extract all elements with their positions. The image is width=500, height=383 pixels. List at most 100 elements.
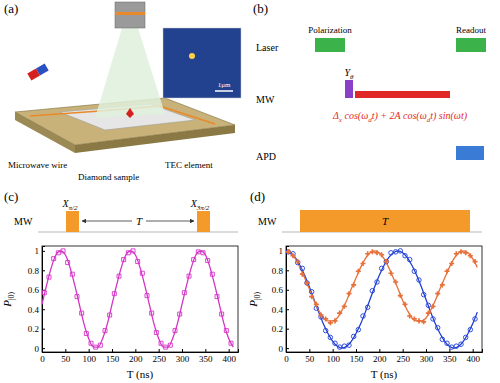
x-tick-mark <box>135 349 136 352</box>
label-sub: 3π/2 <box>196 204 210 212</box>
x-tick-mark <box>89 349 90 352</box>
scale-label: 1μm <box>218 81 231 89</box>
marker <box>365 305 370 310</box>
x-tick: 200 <box>373 349 387 364</box>
label: Polarization <box>308 25 352 35</box>
y-tick-label: 0.2 <box>272 324 283 334</box>
marker <box>426 311 431 316</box>
y-tick: 0.6 <box>272 285 289 295</box>
marker <box>173 329 177 333</box>
axis-line <box>287 247 290 353</box>
label: Xπ/2 <box>61 198 78 212</box>
row-label: APD <box>256 151 276 162</box>
marker <box>445 341 450 346</box>
x-tick-mark <box>473 349 474 352</box>
plot-area <box>42 249 233 349</box>
marker <box>290 253 295 258</box>
y-tick-mark <box>42 251 45 252</box>
drive-formula: Δx cos(ωdt) + 2A cos(ωdt) sin(ωt) <box>332 110 468 124</box>
marker <box>398 249 403 254</box>
marker <box>351 282 356 287</box>
marker <box>286 250 291 255</box>
marker <box>398 293 403 298</box>
marker <box>431 317 436 322</box>
figure: (a)1μmMicrowave wireDiamond sampleTEC el… <box>0 0 500 383</box>
marker <box>459 342 464 347</box>
marker <box>220 312 224 316</box>
inset <box>163 28 241 98</box>
marker <box>388 271 393 276</box>
y-axis-title: P|0⟩ <box>1 291 16 307</box>
plot-frame <box>286 246 482 352</box>
y-tick-mark <box>286 270 289 271</box>
marker <box>52 257 56 261</box>
marker <box>356 327 361 332</box>
marker <box>472 259 477 264</box>
x-tick-mark <box>205 349 206 352</box>
pulse <box>300 210 470 232</box>
marker <box>342 344 347 349</box>
marker <box>458 249 463 254</box>
formula-part: t) sin(ωt) <box>430 110 467 122</box>
marker <box>351 334 356 339</box>
fit-line <box>286 251 477 321</box>
marker <box>89 341 93 345</box>
marker <box>421 292 426 297</box>
y-tick-label: 0.8 <box>272 266 284 276</box>
marker <box>346 291 351 296</box>
marker <box>454 251 459 256</box>
marker <box>407 314 412 319</box>
x-tick: 350 <box>199 349 213 364</box>
x-tick-mark <box>309 349 310 352</box>
marker <box>449 345 454 350</box>
x-axis-title: T (ns) <box>371 368 398 381</box>
laser-pulse <box>315 38 345 52</box>
marker <box>201 251 205 255</box>
marker <box>117 274 121 278</box>
magnet <box>27 64 48 81</box>
y-tick-label: 0 <box>35 343 40 353</box>
marker <box>61 249 65 253</box>
marker <box>393 250 398 255</box>
marker <box>365 251 370 256</box>
marker <box>407 257 412 262</box>
marker <box>314 302 319 307</box>
y-axis-title: P|0⟩ <box>247 291 262 307</box>
marker <box>164 345 168 349</box>
x-tick-label: 50 <box>61 354 71 364</box>
mw-drive <box>355 91 450 98</box>
marker <box>206 259 210 263</box>
x-tick-mark <box>112 349 113 352</box>
y-tick-label: 0.6 <box>28 285 40 295</box>
y-tick-label: 0.6 <box>272 285 284 295</box>
y-tick: 0.4 <box>28 305 45 315</box>
x-tick-label: 300 <box>420 354 434 364</box>
marker <box>210 272 214 276</box>
marker <box>402 302 407 307</box>
label: Yθ <box>344 67 354 81</box>
marker <box>332 318 337 323</box>
marker <box>154 331 158 335</box>
label-sub: π/2 <box>69 204 78 212</box>
marker <box>66 261 70 265</box>
x-axis: 050100150200250300350400 <box>40 349 238 364</box>
fit-line <box>286 251 477 348</box>
marker <box>300 266 305 271</box>
y-tick-mark <box>286 348 289 349</box>
marker <box>379 266 384 271</box>
x-axis: 050100150200250300350400 <box>284 349 482 364</box>
marker <box>356 269 361 274</box>
y-tick-mark <box>42 270 45 271</box>
y-tick: 0.8 <box>28 266 45 276</box>
label: TEC element <box>165 160 213 170</box>
y-tick-mark <box>42 309 45 310</box>
row-label: MW <box>14 216 33 227</box>
marker <box>131 249 135 253</box>
pulse <box>66 211 79 232</box>
x-tick-label: 100 <box>326 354 340 364</box>
y-tick: 1 <box>35 246 46 256</box>
x-tick: 250 <box>396 349 410 364</box>
marker <box>122 258 126 262</box>
objective-band <box>115 12 145 15</box>
axis-line <box>43 349 239 353</box>
